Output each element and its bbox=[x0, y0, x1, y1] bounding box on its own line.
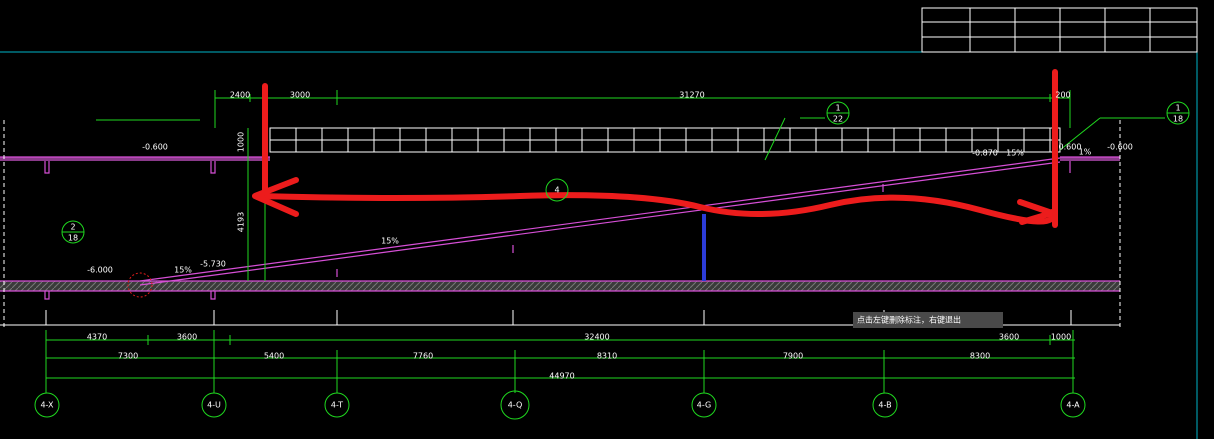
frame bbox=[0, 7, 1198, 439]
tooltip-box bbox=[853, 312, 1003, 328]
elevation: 0.600 bbox=[1059, 143, 1082, 152]
axis-label: 4-A bbox=[1066, 401, 1080, 410]
slope: 15% bbox=[381, 237, 399, 246]
axis-label: 4-G bbox=[697, 401, 711, 410]
dim-label: 7900 bbox=[783, 352, 803, 361]
dim-label: 1000 bbox=[1051, 333, 1071, 342]
axis-bubble bbox=[500, 390, 530, 420]
dim-label: 8310 bbox=[597, 352, 617, 361]
elevation: -5.730 bbox=[200, 260, 226, 269]
elevation: -0.600 bbox=[142, 143, 168, 152]
dim-label: 31270 bbox=[679, 91, 704, 100]
axis-bubble bbox=[324, 392, 350, 418]
section bbox=[0, 120, 1121, 330]
dim-label: 200 bbox=[1055, 91, 1070, 100]
dim-label: 2400 bbox=[230, 91, 250, 100]
callout-bottom: 18 bbox=[1173, 115, 1183, 124]
dim-label: 4370 bbox=[87, 333, 107, 342]
callout-top: 2 bbox=[70, 223, 75, 232]
axis-label: 4-U bbox=[207, 401, 221, 410]
axis-bubble bbox=[872, 392, 898, 418]
dim-label: 8300 bbox=[970, 352, 990, 361]
dim-label: 3600 bbox=[999, 333, 1019, 342]
dim-label: 3000 bbox=[290, 91, 310, 100]
labels: 2400 3000 31270 200 1000 4193 -0.600 -0.870 0.60… bbox=[34, 91, 1190, 420]
dim-label: 4193 bbox=[237, 212, 246, 232]
callout bbox=[545, 178, 569, 202]
axis-bubble bbox=[1060, 392, 1086, 418]
callout-top: 4 bbox=[554, 186, 559, 195]
dim-label: 7760 bbox=[413, 352, 433, 361]
axis-label: 4-Q bbox=[508, 401, 523, 410]
elevation: -6.000 bbox=[87, 266, 113, 275]
dimensions bbox=[45, 90, 1165, 393]
dim-label: 3600 bbox=[177, 333, 197, 342]
elevation: -0.870 bbox=[972, 149, 998, 158]
callout-bottom: 18 bbox=[68, 234, 78, 243]
dim-label: 1000 bbox=[237, 132, 246, 152]
axis-bubble bbox=[201, 392, 227, 418]
slope: 15% bbox=[174, 266, 192, 275]
tooltip: 点击左键删除标注，右键退出 bbox=[857, 315, 961, 325]
axis-bubble bbox=[691, 392, 717, 418]
dim-label: 32400 bbox=[584, 333, 609, 342]
dim-label: 7300 bbox=[118, 352, 138, 361]
dim-label: 44970 bbox=[549, 372, 574, 381]
callout-top: 1 bbox=[1175, 104, 1180, 113]
axis-label: 4-B bbox=[878, 401, 891, 410]
axis-bubble bbox=[34, 392, 60, 418]
callout-bottom: 22 bbox=[833, 115, 843, 124]
slope: 1% bbox=[1079, 148, 1092, 157]
axis-label: 4-X bbox=[40, 401, 54, 410]
elevation: -0.600 bbox=[1107, 143, 1133, 152]
callout-top: 1 bbox=[835, 104, 840, 113]
red-markup bbox=[252, 69, 1058, 228]
axis-label: 4-T bbox=[331, 401, 343, 410]
slope: 15% bbox=[1006, 149, 1024, 158]
dim-label: 5400 bbox=[264, 352, 284, 361]
